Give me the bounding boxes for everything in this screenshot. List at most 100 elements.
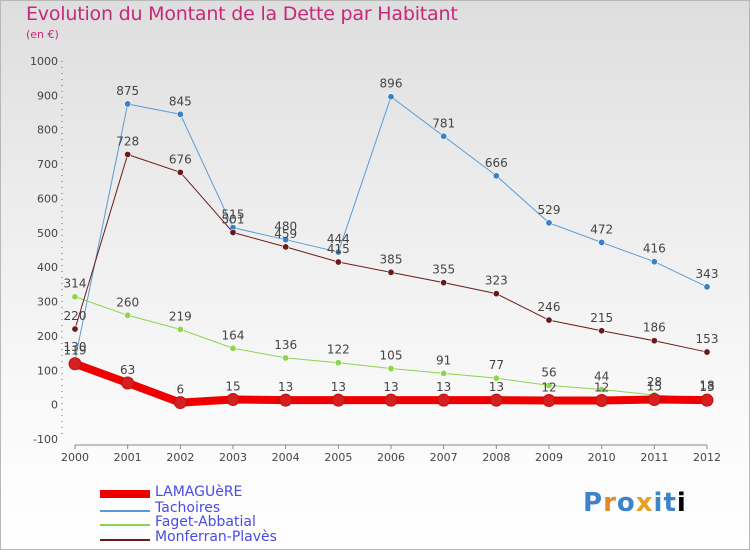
y-tick-label: 800 [37, 124, 58, 137]
data-point [176, 325, 184, 333]
y-tick-label: 300 [37, 296, 58, 309]
data-point [647, 392, 661, 406]
data-label: 220 [64, 309, 87, 323]
data-label: 385 [380, 252, 403, 266]
y-tick-label: 200 [37, 330, 58, 343]
data-label: 56 [541, 365, 556, 379]
data-label: 529 [538, 203, 561, 217]
x-tick-label: 2010 [588, 451, 616, 464]
x-tick-label: 2008 [482, 451, 510, 464]
series-layer [68, 93, 714, 410]
x-tick-label: 2002 [166, 451, 194, 464]
data-label: 515 [222, 208, 245, 222]
data-point [492, 374, 500, 382]
data-label: 215 [590, 311, 613, 325]
data-label: 13 [383, 380, 398, 394]
data-label: 130 [64, 340, 87, 354]
x-tick-label: 2007 [430, 451, 458, 464]
data-point [282, 243, 290, 251]
data-point [440, 279, 448, 287]
series-0 [68, 357, 714, 410]
data-point [334, 359, 342, 367]
x-tick-label: 2005 [324, 451, 352, 464]
data-label: 343 [696, 267, 719, 281]
data-label: 219 [169, 309, 192, 323]
data-point [492, 290, 500, 298]
y-tick-label: 400 [37, 261, 58, 274]
legend-swatch-faget-abbatial [100, 524, 150, 526]
data-point [595, 394, 609, 408]
data-point [68, 357, 82, 371]
logo-letter: P [583, 488, 604, 518]
logo-letter: x [635, 488, 654, 518]
y-tick-label: 700 [37, 158, 58, 171]
x-tick-label: 2012 [693, 451, 721, 464]
data-point [71, 293, 79, 301]
y-tick-label: 0 [51, 399, 58, 412]
data-label: 44 [594, 370, 609, 384]
data-label: 13 [278, 380, 293, 394]
data-point [542, 394, 556, 408]
data-label: 18 [699, 378, 714, 392]
data-label: 480 [274, 220, 297, 234]
chart-title: Evolution du Montant de la Dette par Hab… [26, 3, 458, 25]
data-point [124, 311, 132, 319]
data-point [703, 348, 711, 356]
y-tick-label: 100 [37, 364, 58, 377]
data-point [121, 376, 135, 390]
data-label: 676 [169, 152, 192, 166]
data-label: 15 [647, 379, 662, 393]
data-point [279, 393, 293, 407]
x-tick-label: 2006 [377, 451, 405, 464]
data-label: 122 [327, 343, 350, 357]
data-label: 416 [643, 242, 666, 256]
legend-label-tachoires: Tachoires [155, 500, 221, 516]
legend-swatch-lamaguere [100, 490, 150, 498]
data-label: 136 [274, 338, 297, 352]
data-label: 415 [327, 242, 350, 256]
series-1 [71, 93, 711, 364]
data-label: 728 [116, 134, 139, 148]
data-point [489, 393, 503, 407]
chart-axes: -100 0 100 200 300 400 500 600 700 800 900 1000 2000… [30, 55, 721, 464]
data-label: 153 [696, 332, 719, 346]
data-label: 875 [116, 84, 139, 98]
data-point [71, 325, 79, 333]
data-label: 15 [225, 379, 240, 393]
data-point [226, 392, 240, 406]
data-point [173, 396, 187, 410]
data-label: 28 [647, 375, 662, 389]
data-point [176, 168, 184, 176]
data-point [229, 228, 237, 236]
y-tick-label: -100 [33, 433, 58, 446]
data-label: 472 [590, 222, 613, 236]
legend-swatch-monferran-plaves [100, 539, 150, 541]
data-point [387, 268, 395, 276]
chart-subtitle: (en €) [26, 28, 59, 41]
data-point [545, 381, 553, 389]
data-label: 164 [222, 328, 245, 342]
data-point [598, 327, 606, 335]
data-point [440, 132, 448, 140]
data-label: 105 [380, 349, 403, 363]
data-label: 246 [538, 300, 561, 314]
y-tick-label: 600 [37, 192, 58, 205]
logo-letter: i [653, 488, 664, 518]
series-3 [71, 150, 711, 356]
x-tick-label: 2003 [219, 451, 247, 464]
data-point [282, 236, 290, 244]
data-point [598, 238, 606, 246]
data-point [700, 393, 714, 407]
data-label: 6 [177, 383, 185, 397]
data-point [229, 344, 237, 352]
data-point [334, 248, 342, 256]
data-point [124, 100, 132, 108]
legend-label-faget-abbatial: Faget-Abbatial [155, 514, 256, 530]
data-label: 314 [64, 277, 87, 291]
data-point [492, 172, 500, 180]
legend-label-monferran-plaves: Monferran-Plavès [155, 529, 277, 545]
data-label: 186 [643, 321, 666, 335]
data-point [176, 110, 184, 118]
data-point [545, 219, 553, 227]
